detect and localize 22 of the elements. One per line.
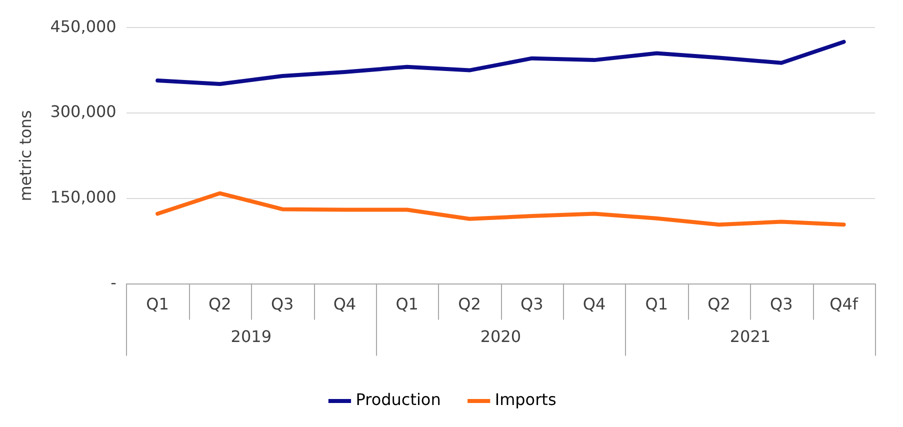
- y-axis-title: metric tons: [16, 110, 35, 202]
- text: 2019: [230, 326, 272, 346]
- legend-label: Imports: [494, 390, 556, 410]
- x-tick-label: Q2: [208, 294, 232, 314]
- x-tick-label: Q1: [146, 294, 169, 314]
- x-tick-label: Q1: [645, 294, 668, 314]
- legend-label: Production: [356, 390, 441, 410]
- x-tick-label: Q2: [458, 294, 481, 314]
- y-tick-label: 300,000: [50, 102, 116, 122]
- y-tick-label: 150,000: [50, 188, 116, 207]
- text: 2021: [730, 326, 771, 346]
- x-tick-label: Q1: [396, 294, 418, 314]
- y-tick-label: 450,000: [50, 16, 116, 36]
- x-tick-label: Q3: [270, 294, 294, 314]
- x-tick-label: Q3: [520, 294, 544, 314]
- x-tick-label: Q4f: [830, 294, 858, 314]
- x-tick-label: Q4: [582, 294, 606, 314]
- x-tick-label: Q4: [333, 294, 356, 314]
- x-tick-label: Q3: [770, 294, 793, 314]
- text: 2020: [480, 326, 522, 346]
- y-tick-label: -: [110, 272, 116, 292]
- x-tick-label: Q2: [708, 294, 730, 314]
